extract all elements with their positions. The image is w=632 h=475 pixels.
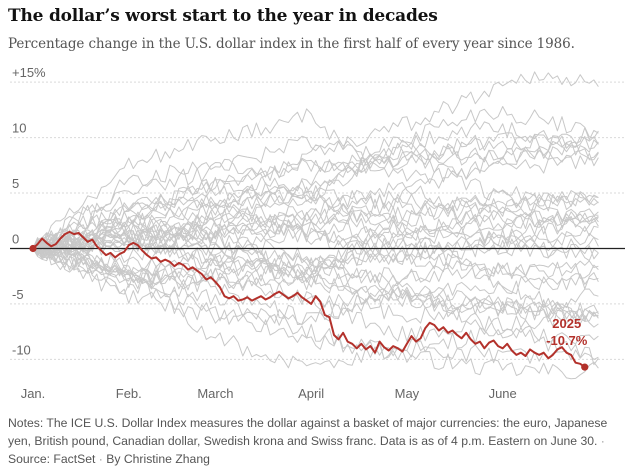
series-line-2025 [32, 230, 586, 368]
series-line-2014 [32, 237, 599, 266]
series-line-2010 [32, 121, 599, 250]
x-tick-label: April [298, 386, 324, 401]
source-credit: Source: FactSet [8, 452, 96, 466]
series-line-2024 [32, 187, 599, 253]
series-line-2022 [32, 139, 599, 256]
highlight-value-label: -10.7% [546, 333, 588, 348]
series-line-1991 [32, 71, 599, 283]
series-line-2009 [32, 158, 599, 281]
notes-separator: · [600, 434, 605, 448]
highlight-year-label: 2025 [552, 316, 581, 331]
series-line-2020 [32, 199, 599, 255]
end-point [581, 363, 589, 371]
series-line-2015 [32, 108, 599, 249]
y-tick-label: 10 [12, 121, 26, 136]
chart-title: The dollar’s worst start to the year in … [8, 6, 438, 26]
series-line-2000 [32, 142, 599, 249]
y-tick-label: 5 [12, 176, 19, 191]
line-chart: +15% 10 5 0 -5 -10 2025 -10.7% Jan. Feb. March Apri… [10, 65, 625, 401]
series-line-2001 [32, 127, 599, 256]
x-tick-label: May [395, 386, 420, 401]
x-tick-label: Feb. [116, 386, 142, 401]
series-line-2019 [32, 219, 599, 256]
chart-subtitle: Percentage change in the U.S. dollar ind… [8, 36, 575, 52]
x-tick-label: March [197, 386, 233, 401]
series-line-2018 [32, 198, 599, 295]
historical-year-lines [32, 71, 599, 380]
x-tick-label: Jan. [21, 386, 46, 401]
series-line-1987 [32, 244, 599, 360]
y-tick-label: -5 [12, 287, 24, 302]
series-line-2008 [32, 243, 599, 326]
series-line-1995 [32, 244, 599, 369]
series-line-2012 [32, 209, 599, 278]
axis-labels: +15% 10 5 0 -5 -10 2025 -10.7% Jan. Feb. March Apri… [12, 65, 588, 401]
y-tick-label: 0 [12, 231, 19, 246]
series-line-2017 [32, 243, 599, 323]
series-line-2007 [32, 232, 599, 290]
series-line-2002 [32, 224, 599, 366]
series-line-1999 [32, 132, 599, 249]
series-line-2005 [32, 135, 599, 256]
series-line-1992 [32, 177, 599, 328]
start-point [29, 244, 37, 253]
notes-text: Notes: The ICE U.S. Dollar Index measure… [8, 416, 608, 448]
series-line-2011 [32, 247, 599, 325]
byline: By Christine Zhang [106, 452, 210, 466]
x-tick-label: June [489, 386, 517, 401]
chart-notes: Notes: The ICE U.S. Dollar Index measure… [8, 414, 626, 468]
highlight-year-line [29, 230, 589, 371]
series-line-1989 [32, 106, 599, 250]
y-tick-label: +15% [12, 65, 46, 80]
series-line-2023 [32, 224, 599, 274]
series-line-2003 [32, 248, 599, 342]
notes-separator: · [98, 452, 103, 466]
y-tick-label: -10 [12, 342, 31, 357]
